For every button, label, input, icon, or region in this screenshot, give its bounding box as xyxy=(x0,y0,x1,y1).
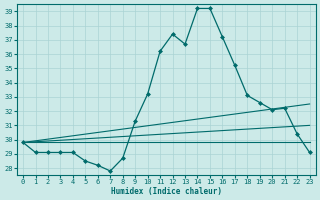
X-axis label: Humidex (Indice chaleur): Humidex (Indice chaleur) xyxy=(111,187,222,196)
